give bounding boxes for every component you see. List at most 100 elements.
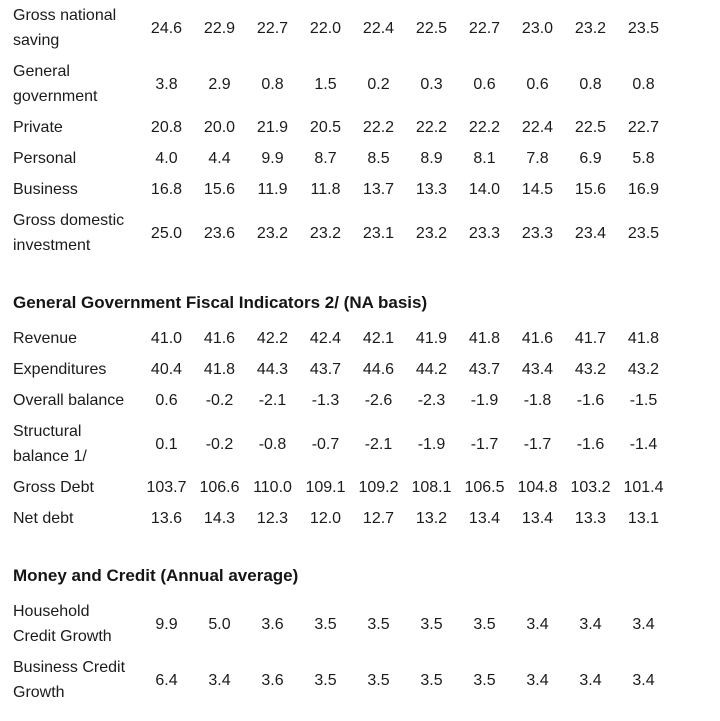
value-cell: 106.6 [199, 479, 240, 496]
value-cell: 42.2 [256, 330, 289, 347]
value-cell: -2.1 [258, 392, 287, 409]
value-cell: 20.5 [309, 119, 342, 136]
value-cell: 14.0 [468, 181, 501, 198]
value-cell: 22.2 [362, 119, 395, 136]
value-cell: 104.8 [517, 479, 558, 496]
value-cell: 22.7 [468, 19, 501, 37]
value-cell: 3.5 [367, 671, 390, 689]
value-cell: 22.2 [468, 119, 501, 136]
row-label: Revenue [13, 330, 78, 347]
value-cell: -1.8 [523, 392, 552, 409]
value-cell: 4.0 [155, 150, 178, 167]
value-cell: 16.9 [627, 181, 660, 198]
value-cell: 44.3 [256, 361, 289, 378]
value-cell: 24.6 [150, 19, 183, 37]
value-cell: 1.5 [314, 75, 337, 93]
value-cell: -1.7 [470, 435, 499, 453]
value-cell: 42.4 [309, 330, 342, 347]
value-cell: 22.4 [362, 19, 395, 37]
value-cell: 16.8 [150, 181, 183, 198]
value-cell: 43.2 [574, 361, 607, 378]
value-cell: 22.9 [203, 19, 236, 37]
value-cell: 3.4 [632, 671, 655, 689]
value-cell: 41.7 [574, 330, 607, 347]
value-cell: 3.4 [208, 671, 231, 689]
table-row: Structural balance 1/0.1 -0.2 -0.8 -0.7 -2.1… [0, 416, 670, 472]
value-cell: 8.1 [473, 150, 496, 167]
value-cell: 13.4 [468, 510, 501, 527]
value-cell: -0.7 [311, 435, 340, 453]
row-label: Gross Debt [13, 479, 94, 496]
value-cell: -1.5 [629, 392, 658, 409]
value-cell: -0.2 [205, 435, 234, 453]
value-cell: 23.3 [521, 224, 554, 242]
value-cell: 110.0 [253, 479, 292, 496]
value-cell: 3.4 [526, 671, 549, 689]
value-cell: 0.1 [155, 435, 178, 453]
value-cell: 43.7 [309, 361, 342, 378]
table-row: General government 3.8 2.9 0.8 1.5 0.2 0.3 0.6 0… [0, 56, 670, 112]
value-cell: 3.5 [420, 615, 443, 633]
value-cell: -1.7 [523, 435, 552, 453]
value-cell: 5.8 [632, 150, 655, 167]
value-cell: 0.3 [420, 75, 443, 93]
value-cell: -2.6 [364, 392, 393, 409]
value-cell: 43.7 [468, 361, 501, 378]
value-cell: 3.5 [420, 671, 443, 689]
value-cell: 22.7 [627, 119, 660, 136]
table-row: Business 16.8 15.6 11.9 11.8 13.7 13.3 14.0 14.5… [0, 174, 670, 205]
table-row: Household Credit Growth 9.9 5.0 3.6 3.5 3.5 3.… [0, 596, 670, 652]
value-cell: 25.0 [150, 224, 183, 242]
table-row: Revenue 41.0 41.6 42.2 42.4 42.1 41.9 41.8 41.6 4… [0, 323, 670, 354]
value-cell: 22.0 [309, 19, 342, 37]
value-cell: 9.9 [155, 615, 178, 633]
value-cell: 6.9 [579, 150, 602, 167]
value-cell: 7.8 [526, 150, 549, 167]
value-cell: 23.6 [203, 224, 236, 242]
value-cell: 109.2 [358, 479, 399, 496]
table-row: Business Credit Growth 6.4 3.4 3.6 3.5 3.5 3.5… [0, 652, 670, 708]
value-cell: 41.8 [627, 330, 660, 347]
value-cell: -2.1 [364, 435, 393, 453]
value-cell: 22.5 [574, 119, 607, 136]
value-cell: 44.6 [362, 361, 395, 378]
value-cell: 44.2 [415, 361, 448, 378]
value-cell: 0.6 [155, 392, 178, 409]
value-cell: 23.3 [468, 224, 501, 242]
row-label: Gross domestic investment [13, 212, 125, 254]
value-cell: 103.2 [570, 479, 611, 496]
value-cell: -0.8 [258, 435, 287, 453]
row-label: Business [13, 181, 78, 198]
value-cell: -1.6 [576, 435, 605, 453]
value-cell: 13.3 [415, 181, 448, 198]
table-row: Net debt 13.6 14.3 12.3 12.0 12.7 13.2 13.4 13.4… [0, 503, 670, 534]
value-cell: 12.3 [256, 510, 289, 527]
value-cell: 11.8 [310, 181, 341, 198]
row-label: Overall balance [13, 392, 125, 409]
value-cell: 41.6 [203, 330, 236, 347]
value-cell: 0.8 [261, 75, 284, 93]
row-label: Net debt [13, 510, 74, 527]
value-cell: 23.1 [362, 224, 395, 242]
table-row: Gross Debt 103.7 106.6 110.0 109.1 109.2 108.1… [0, 472, 670, 503]
value-cell: 108.1 [411, 479, 452, 496]
value-cell: 23.4 [574, 224, 607, 242]
table-row: Overall balance 0.6 -0.2 -2.1 -1.3 -2.6 -2.3 -1… [0, 385, 670, 416]
value-cell: 3.4 [579, 671, 602, 689]
value-cell: 41.9 [415, 330, 448, 347]
value-cell: 40.4 [150, 361, 183, 378]
value-cell: 13.4 [521, 510, 554, 527]
table-row: Private 20.8 20.0 21.9 20.5 22.2 22.2 22.2 22.4 2… [0, 112, 670, 143]
value-cell: 6.4 [155, 671, 178, 689]
value-cell: 13.7 [362, 181, 395, 198]
value-cell: 41.8 [468, 330, 501, 347]
value-cell: 13.6 [150, 510, 183, 527]
value-cell: 2.9 [208, 75, 231, 93]
value-cell: 9.9 [261, 150, 284, 167]
table-row: Personal 4.0 4.4 9.9 8.7 8.5 8.9 8.1 7.8 6.9 5.8 [0, 143, 670, 174]
value-cell: 8.7 [314, 150, 337, 167]
value-cell: 23.5 [627, 19, 660, 37]
value-cell: 3.5 [367, 615, 390, 633]
row-label: Private [13, 119, 63, 136]
